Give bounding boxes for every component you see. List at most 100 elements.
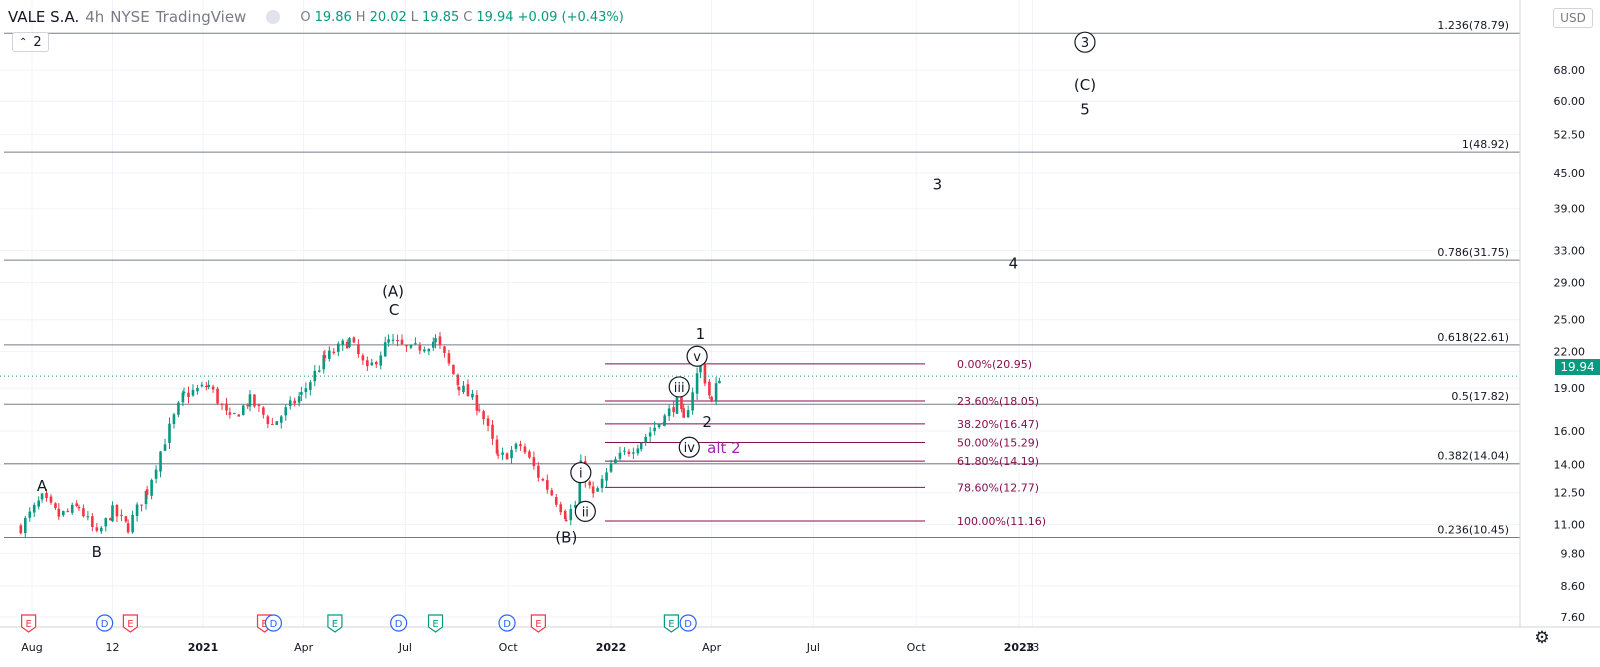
candle-down	[66, 510, 70, 512]
candle-up	[70, 504, 74, 513]
candle-down	[541, 478, 545, 481]
currency-button[interactable]: USD	[1553, 8, 1593, 28]
earnings-marker[interactable]: E	[21, 614, 37, 633]
candle-down	[216, 388, 219, 404]
candle-down	[45, 492, 48, 498]
candle-up	[28, 511, 32, 518]
candle-up	[691, 392, 694, 411]
earnings-marker[interactable]: E	[327, 614, 343, 633]
candle-up	[111, 505, 114, 522]
wave-label: (B)	[555, 528, 577, 546]
time-axis-tick-label: 2021	[188, 641, 219, 654]
candles-group	[19, 332, 721, 538]
candle-up	[471, 393, 474, 398]
candle-up	[614, 459, 617, 464]
candle-down	[396, 339, 399, 342]
fib-level-label: 0.786(31.75)	[1437, 246, 1509, 259]
candle-up	[414, 343, 417, 345]
candle-down	[323, 355, 327, 359]
candle-up	[573, 505, 577, 508]
price-axis-tick-label: 7.60	[1561, 611, 1586, 624]
time-axis-tick-label: 13	[1025, 641, 1039, 654]
candle-up	[317, 370, 321, 372]
candle-up	[348, 338, 351, 347]
candle-down	[57, 508, 61, 517]
candle-up	[275, 421, 279, 425]
candle-down	[253, 394, 256, 407]
price-axis-tick-label: 14.00	[1554, 458, 1586, 471]
open-value: 19.86	[314, 9, 352, 25]
earnings-marker[interactable]: E	[530, 614, 546, 633]
earnings-marker[interactable]: E	[122, 614, 138, 633]
candle-up	[605, 472, 608, 481]
symbol-name[interactable]: VALE S.A.	[8, 8, 80, 26]
candle-down	[120, 514, 123, 516]
price-axis-tick-label: 29.00	[1554, 277, 1586, 290]
gear-icon[interactable]: ⚙	[1534, 628, 1550, 648]
candle-down	[447, 353, 451, 364]
wave-label-circle	[574, 500, 596, 522]
candle-up	[718, 380, 721, 384]
earnings-icon	[427, 614, 444, 633]
earnings-marker[interactable]: E	[663, 614, 679, 633]
candle-up	[596, 488, 599, 492]
candle-down	[546, 480, 549, 490]
candle-down	[466, 384, 470, 397]
candle-up	[623, 450, 626, 452]
dividend-marker[interactable]: D	[390, 614, 408, 632]
candle-down	[482, 411, 485, 420]
time-axis-tick-label: Jul	[806, 641, 820, 654]
chart-legend: VALE S.A. 4h NYSE TradingView O 19.86 H 20…	[8, 6, 624, 28]
candle-up	[667, 408, 671, 417]
price-axis-tick-label: 12.50	[1554, 487, 1586, 500]
interval-label[interactable]: 4h	[85, 8, 105, 26]
candle-down	[505, 453, 509, 460]
dividend-marker[interactable]: D	[96, 614, 114, 632]
candle-down	[126, 523, 130, 533]
candle-up	[196, 387, 199, 392]
time-axis-tick-label: Jul	[398, 641, 412, 654]
candle-down	[77, 506, 81, 509]
candle-down	[220, 403, 224, 406]
candle-down	[519, 444, 522, 447]
close-value: 19.94	[476, 9, 514, 25]
earnings-icon	[21, 614, 37, 633]
candle-down	[559, 504, 563, 513]
candle-up	[328, 350, 331, 359]
candle-down	[588, 481, 592, 486]
indicators-toggle[interactable]: ⌃ 2	[12, 32, 49, 52]
dividend-marker[interactable]: D	[679, 614, 697, 632]
candle-up	[391, 339, 395, 341]
time-axis-tick-label: Aug	[21, 641, 42, 654]
price-axis	[1520, 0, 1600, 667]
earnings-marker[interactable]: E	[427, 614, 444, 633]
dividend-marker[interactable]: D	[498, 614, 516, 632]
dividend-letter: D	[270, 619, 278, 630]
candle-down	[418, 344, 422, 351]
price-axis-tick-label: 19.00	[1554, 382, 1586, 395]
wave-label: 3	[1081, 36, 1089, 51]
candle-down	[357, 344, 360, 355]
candle-down	[115, 504, 119, 517]
candle-down	[366, 360, 369, 367]
candle-up	[144, 491, 148, 505]
source-label: TradingView	[155, 8, 247, 26]
ohlc-values: O 19.86 H 20.02 L 19.85 C 19.94 +0.09 (+0.43…	[300, 9, 624, 25]
candle-up	[207, 384, 210, 388]
candle-up	[131, 514, 134, 533]
price-axis-tick-label: 16.00	[1554, 425, 1586, 438]
dividend-marker[interactable]: D	[264, 614, 283, 632]
dividend-icon	[498, 614, 516, 632]
candle-down	[257, 404, 261, 407]
candle-down	[140, 504, 143, 506]
candle-up	[40, 493, 44, 500]
candle-up	[341, 340, 345, 346]
earnings-letter: E	[261, 619, 267, 630]
last-price-tag: 19.94	[1555, 359, 1600, 375]
candle-up	[104, 518, 108, 527]
wave-label-circle	[570, 462, 592, 484]
legend-menu-icon[interactable]	[266, 10, 281, 24]
candle-up	[100, 527, 103, 532]
candle-up	[86, 516, 90, 518]
